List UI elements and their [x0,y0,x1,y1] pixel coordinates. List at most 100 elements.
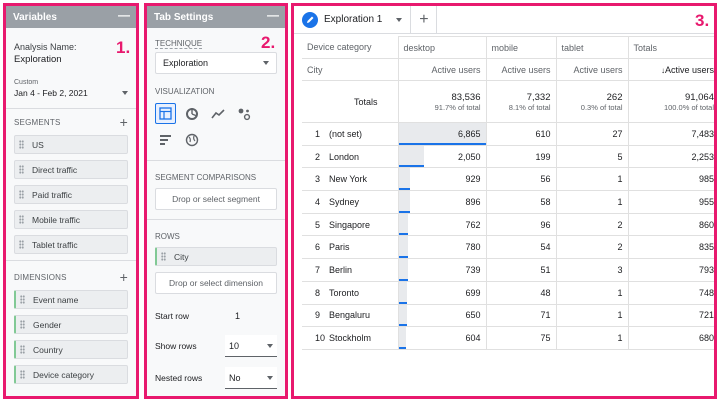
column-header[interactable]: desktop [397,36,487,59]
column-header[interactable]: mobile [485,36,557,59]
drag-handle-icon[interactable] [19,240,24,249]
cell-value: 929 [465,174,481,185]
totals-label: Totals [302,80,399,123]
metric-header[interactable]: Active users [555,58,629,81]
value-cell: 96 [485,212,557,237]
dimension-chip[interactable]: Country [14,340,128,359]
row-dimension-header[interactable]: City [302,58,399,81]
segment-chip[interactable]: US [14,135,128,154]
desktop-cell: 650 [397,303,487,328]
row-dimension-chip[interactable]: City [155,247,277,266]
drag-handle-icon[interactable] [19,140,24,149]
table-row[interactable]: 8 Toronto 699 48 1 748 [302,280,714,305]
city-name: Toronto [329,287,360,298]
drag-handle-icon[interactable] [20,295,25,304]
value-cell: 3 [555,258,629,282]
sort-arrow-icon: ↓ [660,65,665,75]
city-name: Stockholm [329,333,372,344]
metric-header-sorted[interactable]: ↓Active users [627,58,714,81]
chevron-down-icon[interactable] [396,17,403,22]
pencil-icon[interactable] [302,11,318,28]
start-row-input[interactable]: 1 [231,305,277,327]
drop-segment-target[interactable]: Drop or select segment [155,188,277,210]
segment-chip[interactable]: Direct traffic [14,160,128,179]
desktop-bar [399,214,409,235]
date-range-picker[interactable]: Jan 4 - Feb 2, 2021 [14,88,128,98]
drag-handle-icon[interactable] [19,215,24,224]
table-row[interactable]: 5 Singapore 762 96 2 860 [302,212,714,237]
column-dimension-header[interactable]: Device category [302,36,399,59]
geo-viz-button[interactable] [181,129,202,150]
table-viz-button[interactable] [155,103,176,124]
cell-value: 6,865 [457,128,481,139]
show-rows-label: Show rows [155,341,197,351]
segment-chip[interactable]: Tablet traffic [14,235,128,254]
add-segment-icon[interactable]: + [119,114,128,130]
bar-viz-button[interactable] [155,129,176,150]
donut-viz-button[interactable] [181,103,202,124]
cell-value: 7,483 [691,128,714,139]
table-row[interactable]: 2 London 2,050 199 5 2,253 [302,144,714,169]
table-row[interactable]: 6 Paris 780 54 2 835 [302,235,714,260]
table-row[interactable]: 4 Sydney 896 58 1 955 [302,190,714,214]
rows-label: ROWS [155,232,180,241]
cell-value: 896 [465,196,481,207]
desktop-cell: 929 [397,167,487,192]
nested-rows-select[interactable]: No [225,367,277,389]
drag-handle-icon[interactable] [20,370,25,379]
variables-title: Variables [13,11,57,23]
desktop-bar-line [399,142,485,145]
table-row[interactable]: 1 (not set) 6,865 610 27 7,483 [302,122,714,146]
scatter-viz-button[interactable] [233,103,254,124]
cell-value: 51 [540,264,551,275]
value-cell: 58 [485,190,557,214]
dimension-chip[interactable]: Device category [14,365,128,384]
row-label-cell: 9 Bengaluru [302,303,399,328]
add-dimension-icon[interactable]: + [119,269,128,285]
metric-header[interactable]: Active users [397,58,487,81]
cell-value: 2 [617,242,623,253]
segment-chip-label: US [32,139,44,150]
analysis-name-field[interactable]: Exploration [14,54,62,65]
line-viz-button[interactable] [207,103,228,124]
exploration-table: Device category desktop mobile tablet To… [302,36,714,350]
totals-row: Totals 83,536 91.7% of total 7,332 8.1% of… [302,80,714,123]
dimension-chip[interactable]: Event name [14,290,128,309]
tab-exploration-1[interactable]: Exploration 1 [302,6,412,34]
drag-handle-icon[interactable] [20,320,25,329]
value-cell: 985 [627,167,714,192]
drag-handle-icon[interactable] [19,190,24,199]
drag-handle-icon[interactable] [20,345,25,354]
row-number: 3 [315,174,321,185]
table-row[interactable]: 10 Stockholm 604 75 1 680 [302,326,714,350]
cell-value: 610 [535,128,551,139]
drag-handle-icon[interactable] [161,252,166,261]
drag-handle-icon[interactable] [19,165,24,174]
segment-chip[interactable]: Mobile traffic [14,210,128,229]
cell-value: 71 [540,310,551,321]
drop-dimension-target[interactable]: Drop or select dimension [155,272,277,294]
nested-rows-value: No [229,372,241,383]
cell-value: 1 [617,310,623,321]
show-rows-select[interactable]: 10 [225,335,277,357]
desktop-bar [399,282,408,304]
segment-chip[interactable]: Paid traffic [14,185,128,204]
minimize-icon[interactable]: — [267,8,279,22]
table-row[interactable]: 7 Berlin 739 51 3 793 [302,258,714,282]
row-number: 1 [315,128,321,139]
row-label-cell: 2 London [302,144,399,169]
table-row[interactable]: 9 Bengaluru 650 71 1 721 [302,303,714,328]
desktop-bar [399,304,407,326]
segment-list: US Direct traffic Paid traffic Mobile traff… [14,135,128,254]
minimize-icon[interactable]: — [118,8,130,22]
cell-value: 75 [540,333,551,344]
callout-1: 1. [116,38,131,57]
dimension-chip[interactable]: Gender [14,315,128,334]
technique-select[interactable]: Exploration [155,52,277,74]
column-header[interactable]: tablet [555,36,629,59]
column-header[interactable]: Totals [627,36,714,59]
add-tab-button[interactable]: + [411,6,438,34]
table-row[interactable]: 3 New York 929 56 1 985 [302,167,714,192]
value-cell: 75 [485,326,557,350]
metric-header[interactable]: Active users [485,58,557,81]
